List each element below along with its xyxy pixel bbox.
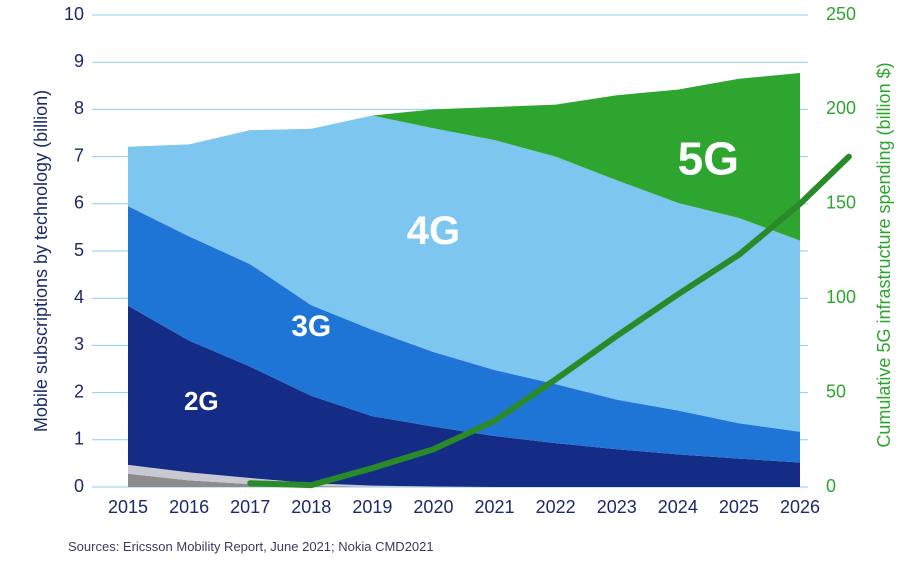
left-tick-label-2: 2 — [74, 381, 84, 401]
area-label-5g: 5G — [678, 133, 739, 185]
right-tick-label-4: 200 — [826, 98, 856, 118]
left-tick-label-6: 6 — [74, 193, 84, 213]
stacked-areas — [128, 73, 800, 487]
area-5g — [128, 73, 800, 241]
left-tick-label-7: 7 — [74, 145, 84, 165]
right-tick-label-2: 100 — [826, 287, 856, 307]
area-label-4g: 4G — [407, 209, 460, 253]
right-tick-label-0: 0 — [826, 476, 836, 496]
right-tick-label-3: 150 — [826, 193, 856, 213]
area-label-3g: 3G — [291, 310, 331, 343]
x-tick-label-9: 2024 — [658, 497, 698, 517]
area-4g — [128, 115, 800, 432]
x-tick-label-5: 2020 — [413, 497, 453, 517]
x-tick-label-6: 2021 — [475, 497, 515, 517]
right-axis-title: Cumulative 5G infrastructure spending (b… — [874, 62, 894, 447]
x-tick-label-4: 2019 — [352, 497, 392, 517]
left-tick-label-0: 0 — [74, 476, 84, 496]
left-tick-label-1: 1 — [74, 429, 84, 449]
area-other-dark — [128, 473, 800, 487]
left-tick-label-5: 5 — [74, 240, 84, 260]
right-tick-label-1: 50 — [826, 381, 846, 401]
x-tick-label-7: 2022 — [536, 497, 576, 517]
x-tick-label-11: 2026 — [780, 497, 820, 517]
area-label-2g: 2G — [184, 386, 219, 416]
left-tick-label-8: 8 — [74, 98, 84, 118]
left-tick-label-3: 3 — [74, 334, 84, 354]
left-tick-label-4: 4 — [74, 287, 84, 307]
right-tick-label-5: 250 — [826, 4, 856, 24]
area-labels: 2G 3G 4G 5G — [184, 133, 739, 417]
x-tick-label-10: 2025 — [719, 497, 759, 517]
area-3g — [128, 206, 800, 463]
spending-line-group — [247, 153, 852, 489]
x-tick-label-1: 2016 — [169, 497, 209, 517]
x-tick-label-2: 2017 — [230, 497, 270, 517]
x-tick-label-0: 2015 — [108, 497, 148, 517]
left-axis-title: Mobile subscriptions by technology (bill… — [31, 90, 51, 432]
left-tick-label-9: 9 — [74, 51, 84, 71]
x-tick-label-8: 2023 — [597, 497, 637, 517]
area-2g — [128, 305, 800, 487]
x-tick-label-3: 2018 — [291, 497, 331, 517]
spending-line — [247, 153, 852, 489]
source-note: Sources: Ericsson Mobility Report, June … — [68, 539, 434, 554]
left-tick-label-10: 10 — [64, 4, 84, 24]
